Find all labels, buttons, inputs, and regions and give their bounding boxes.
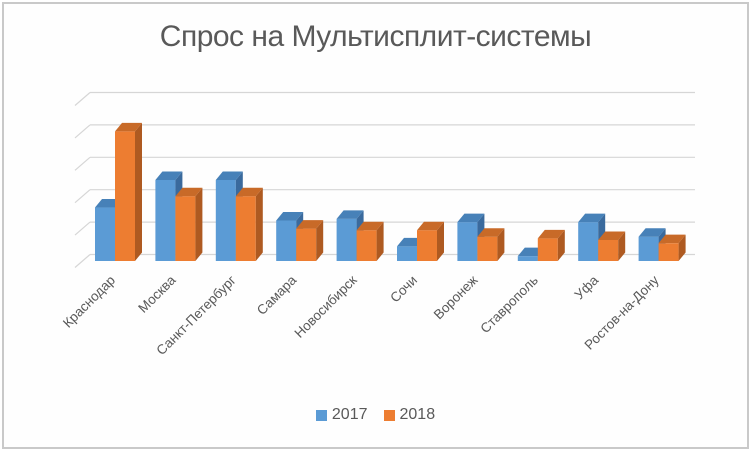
- bar-top-2018-Новосибирск: [356, 221, 384, 231]
- bar-front-2018-Воронеж: [477, 236, 498, 261]
- bar-top-2017-Уфа: [578, 213, 606, 223]
- bar-side-2018-Ростов-на-Дону: [678, 234, 686, 261]
- x-axis-label-Ставрополь: Ставрополь: [477, 273, 541, 337]
- x-axis-label-Москва: Москва: [135, 272, 179, 316]
- bar-side-2018-Уфа: [618, 231, 626, 261]
- bar-side-2018-Краснодар: [135, 122, 142, 262]
- bar-front-2017-Ставрополь: [517, 256, 538, 261]
- bar-top-2017-Москва: [155, 171, 183, 180]
- bar-top-2017-Воронеж: [457, 213, 485, 223]
- legend-item-2018: 2018: [383, 406, 436, 424]
- side-wall-tick: [74, 189, 91, 204]
- bar-side-2018-Воронеж: [497, 228, 505, 261]
- bar-front-2017-Уфа: [578, 222, 599, 261]
- bar-front-2017-Сочи: [397, 246, 417, 261]
- bar-side-2018-Москва: [195, 187, 203, 261]
- bar-top-2018-Уфа: [598, 231, 626, 240]
- bar-side-2018-Сочи: [437, 221, 444, 261]
- bar-front-2018-Санкт-Петербург: [235, 196, 256, 261]
- x-axis-label-Краснодар: Краснодар: [60, 273, 118, 331]
- bar-top-2017-Самара: [276, 212, 304, 221]
- x-axis-label-Самара: Самара: [254, 272, 300, 318]
- bar-side-2018-Санкт-Петербург: [255, 187, 263, 261]
- legend: 2017 2018: [0, 406, 751, 424]
- bar-front-2018-Ставрополь: [537, 238, 558, 261]
- legend-swatch-2017: [315, 409, 327, 421]
- bar-front-2018-Новосибирск: [356, 230, 377, 261]
- bar-top-2018-Сочи: [417, 221, 444, 231]
- bar-top-2017-Ростов-на-Дону: [638, 228, 666, 237]
- legend-swatch-2018: [383, 409, 395, 421]
- bar-front-2017-Краснодар: [95, 207, 115, 261]
- bar-front-2017-Самара: [276, 220, 297, 261]
- bar-front-2017-Новосибирск: [336, 218, 357, 261]
- bar-front-2017-Санкт-Петербург: [215, 180, 236, 261]
- bar-top-2017-Санкт-Петербург: [215, 171, 243, 180]
- x-axis-label-Воронеж: Воронеж: [431, 273, 481, 323]
- bar-top-2018-Самара: [296, 220, 324, 229]
- legend-item-2017: 2017: [315, 406, 368, 424]
- bar-front-2018-Самара: [296, 228, 317, 261]
- bar-side-2018-Самара: [316, 220, 324, 261]
- bar-top-2017-Новосибирск: [336, 210, 364, 219]
- bar-top-2018-Москва: [175, 187, 203, 197]
- bar-front-2018-Ростов-на-Дону: [658, 243, 679, 261]
- side-wall-tick: [74, 221, 91, 236]
- bar-side-2018-Новосибирск: [376, 221, 384, 261]
- bar-side-2018-Ставрополь: [557, 229, 565, 261]
- chart-title: Спрос на Мультисплит-системы: [159, 20, 592, 53]
- x-axis-label-Уфа: Уфа: [571, 272, 601, 302]
- bar-front-2017-Воронеж: [457, 222, 478, 261]
- side-wall-tick: [74, 92, 91, 106]
- side-wall-tick: [74, 156, 91, 171]
- bar-top-2018-Краснодар: [115, 122, 142, 132]
- bar-top-2018-Ростов-на-Дону: [658, 234, 686, 244]
- bar-front-2017-Москва: [155, 180, 176, 261]
- legend-label-2018: 2018: [399, 406, 436, 423]
- bar-top-2018-Воронеж: [477, 228, 505, 237]
- bar-top-2018-Ставрополь: [537, 229, 565, 239]
- x-axis-label-Сочи: Сочи: [387, 273, 420, 306]
- bar-front-2018-Москва: [175, 196, 196, 261]
- bar-top-2018-Санкт-Петербург: [235, 187, 263, 197]
- side-wall-tick: [74, 124, 91, 139]
- bar-front-2017-Ростов-на-Дону: [638, 236, 659, 261]
- bar-front-2018-Уфа: [598, 239, 619, 261]
- x-axis-label-Новосибирск: Новосибирск: [291, 272, 359, 340]
- side-wall-tick: [74, 254, 91, 268]
- bar-front-2018-Сочи: [417, 230, 437, 261]
- bar-front-2018-Краснодар: [115, 131, 135, 261]
- legend-label-2017: 2017: [331, 406, 368, 423]
